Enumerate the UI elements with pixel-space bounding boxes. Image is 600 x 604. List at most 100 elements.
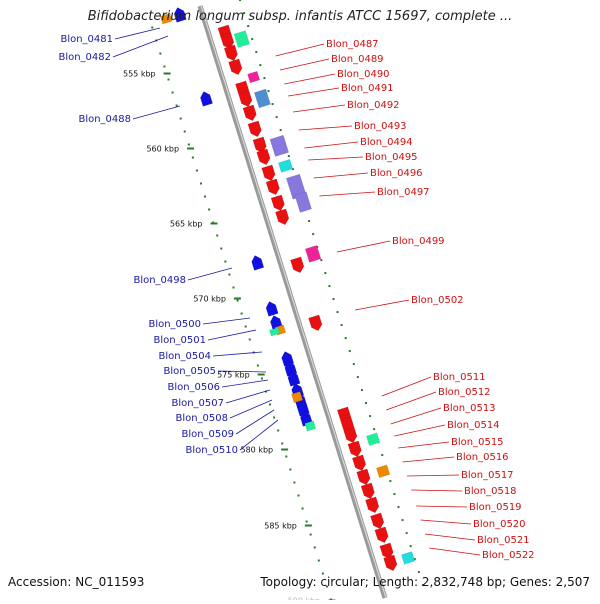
track-dot — [332, 298, 335, 301]
forward-gene-arrow — [343, 426, 358, 444]
track-dot — [220, 247, 223, 250]
forward-gene-arrow — [265, 178, 280, 196]
forward-gene-arrow — [247, 120, 262, 138]
track-dot — [247, 25, 250, 28]
left-gene-label: Blon_0481 — [60, 34, 113, 45]
left-gene-label: Blon_0507 — [171, 398, 224, 409]
track-dot — [281, 442, 284, 445]
reverse-gene-arrow — [251, 255, 265, 271]
right-label-leader — [416, 505, 468, 508]
track-dot — [320, 259, 323, 262]
track-dot — [409, 545, 412, 548]
right-gene-label: Blon_0491 — [341, 83, 394, 94]
track-dot — [348, 350, 351, 353]
feature-block — [159, 13, 173, 25]
track-dot — [243, 12, 246, 15]
backbone-highlight — [200, 5, 387, 599]
track-dot — [273, 416, 276, 419]
kbp-tick-label: 575 kbp — [217, 371, 250, 380]
track-dot — [287, 155, 290, 158]
track-dot — [167, 78, 170, 81]
accession-text: Accession: NC_011593 — [8, 575, 145, 589]
kbp-tick-label: 570 kbp — [193, 295, 226, 304]
track-dot — [232, 286, 235, 289]
right-gene-label: Blon_0499 — [392, 236, 445, 247]
track-dot — [373, 428, 376, 431]
track-dot — [187, 143, 190, 146]
left-label-leader — [207, 329, 257, 341]
track-dot — [199, 182, 202, 185]
reverse-gene-arrow — [173, 7, 187, 23]
right-label-leader — [402, 456, 455, 463]
forward-gene-arrow — [275, 208, 290, 226]
feature-block — [253, 88, 271, 109]
left-gene-label: Blon_0509 — [181, 429, 234, 440]
track-dot — [360, 389, 363, 392]
right-dotted-track — [239, 0, 424, 587]
track-dot — [279, 129, 282, 132]
kbp-tick-label: 585 kbp — [264, 522, 297, 531]
right-label-leader — [308, 156, 364, 161]
feature-block — [291, 391, 304, 404]
forward-gene-arrow — [242, 104, 257, 122]
right-label-leader — [406, 474, 460, 477]
track-dot — [179, 117, 182, 120]
track-dot — [263, 77, 266, 80]
track-dot — [195, 169, 198, 172]
track-dot — [328, 285, 331, 288]
right-gene-label: Blon_0502 — [411, 295, 464, 306]
right-gene-label: Blon_0513 — [443, 403, 496, 414]
track-dot — [216, 234, 219, 237]
feature-block — [285, 173, 307, 200]
track-dot — [255, 51, 258, 54]
right-gene-label: Blon_0493 — [354, 121, 407, 132]
track-dot — [171, 91, 174, 94]
forward-gene-arrow — [379, 542, 394, 560]
forward-gene-arrow — [261, 164, 276, 182]
track-dot — [236, 299, 239, 302]
forward-gene-arrow — [351, 454, 367, 472]
track-dot — [413, 558, 416, 561]
right-label-leader — [354, 299, 410, 311]
feature-block — [401, 551, 416, 565]
track-dot — [277, 429, 280, 432]
right-gene-label: Blon_0490 — [337, 69, 390, 80]
forward-gene-arrow — [308, 314, 323, 332]
track-dot — [364, 402, 367, 405]
track-dot — [297, 494, 300, 497]
left-gene-label: Blon_0498 — [133, 275, 186, 286]
track-dot — [325, 585, 328, 588]
left-label-leader — [217, 370, 267, 373]
right-gene-label: Blon_0487 — [326, 39, 379, 50]
right-label-leader — [336, 240, 391, 253]
right-label-leader — [386, 391, 437, 411]
track-dot — [317, 559, 320, 562]
right-gene-label: Blon_0514 — [447, 420, 500, 431]
feature-block — [304, 245, 322, 263]
track-dot — [301, 507, 304, 510]
track-dot — [239, 0, 242, 2]
left-label-leader — [187, 267, 233, 281]
track-dot — [269, 403, 272, 406]
right-label-leader — [298, 125, 353, 131]
feature-block — [269, 134, 290, 157]
feature-block — [233, 30, 250, 48]
right-gene-label: Blon_0511 — [433, 372, 486, 383]
track-dot — [228, 273, 231, 276]
right-label-leader — [390, 407, 442, 425]
forward-gene-arrow — [370, 512, 385, 530]
kbp-tick-label: 590 kbp — [288, 597, 321, 600]
right-gene-label: Blon_0516 — [456, 452, 509, 463]
left-gene-label: Blon_0510 — [185, 445, 238, 456]
reverse-gene-arrow — [200, 91, 213, 107]
right-label-leader — [313, 172, 369, 179]
forward-gene-arrow — [356, 468, 371, 486]
track-dot — [248, 338, 251, 341]
track-dot — [259, 64, 262, 67]
feature-block — [366, 432, 381, 446]
forward-gene-arrow — [290, 256, 305, 274]
right-label-leader — [275, 43, 325, 57]
track-dot — [191, 156, 194, 159]
